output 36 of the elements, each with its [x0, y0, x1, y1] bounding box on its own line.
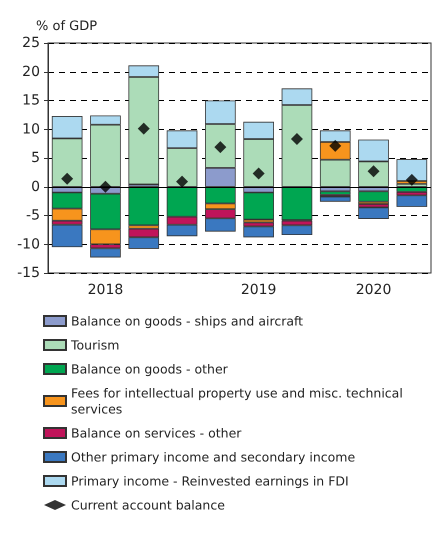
y-tick-label: 20 — [22, 64, 40, 80]
legend-label: Balance on goods - ships and aircraft — [71, 314, 304, 328]
y-axis-title: % of GDP — [36, 19, 98, 34]
legend-label: Current account balance — [71, 498, 226, 512]
x-tick-label: 2020 — [356, 282, 392, 298]
legend-label: Other primary income and secondary income — [71, 450, 356, 464]
y-tick-label: 10 — [22, 121, 40, 138]
bar — [52, 224, 82, 248]
point — [138, 122, 150, 135]
y-tick-label: -10 — [17, 236, 40, 252]
x-tick-label: 2018 — [88, 282, 124, 298]
legend-label: Tourism — [70, 338, 120, 352]
x-tick-label: 2019 — [240, 282, 276, 298]
y-tick-label: 25 — [22, 35, 40, 51]
bar — [396, 159, 428, 181]
legend-label: Fees for intellectual property use and misc. technical services — [71, 386, 407, 416]
point — [61, 172, 74, 185]
legend-label: Primary income - Reinvested earnings in FDI — [71, 474, 349, 488]
point — [99, 180, 112, 193]
bar — [358, 207, 389, 219]
point — [176, 176, 188, 188]
y-tick-label: -5 — [26, 208, 40, 224]
y-tick-label: 15 — [22, 92, 40, 108]
point — [290, 133, 303, 146]
bar — [396, 195, 428, 207]
bar — [90, 248, 121, 258]
point — [406, 174, 418, 186]
y-tick-label: -15 — [17, 265, 40, 281]
y-tick-label: 0 — [31, 178, 40, 195]
y-tick-label: 5 — [31, 150, 40, 166]
bar — [128, 186, 160, 226]
legend-label: Balance on services - other — [71, 426, 242, 440]
point — [252, 168, 265, 180]
bar — [358, 191, 389, 202]
legend-label: Balance on goods - other — [71, 362, 229, 376]
bar — [243, 226, 274, 238]
